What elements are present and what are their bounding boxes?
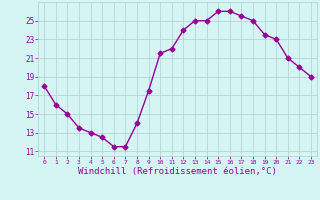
- X-axis label: Windchill (Refroidissement éolien,°C): Windchill (Refroidissement éolien,°C): [78, 167, 277, 176]
